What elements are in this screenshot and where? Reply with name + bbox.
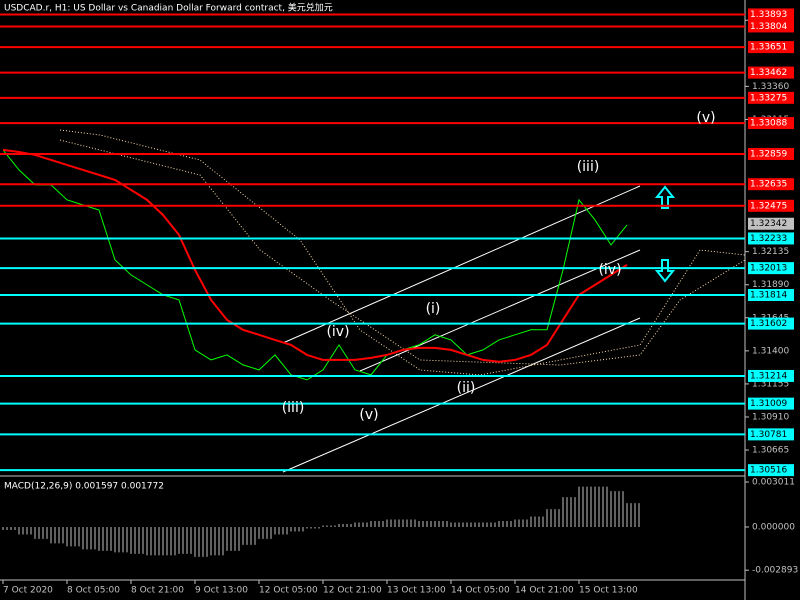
level-box <box>748 232 794 245</box>
level-box <box>748 397 794 410</box>
x-tick-label: 8 Oct 21:00 <box>131 586 184 596</box>
level-box <box>748 288 794 301</box>
level-box <box>748 20 794 33</box>
y-tick-label: 0.003011 <box>752 478 795 488</box>
x-tick-label: 15 Oct 13:00 <box>579 586 638 596</box>
level-label: 1.32233 <box>750 234 787 244</box>
level-box <box>748 117 794 130</box>
level-box <box>748 369 794 382</box>
level-label: 1.33088 <box>750 119 787 129</box>
level-label: 1.32635 <box>750 180 787 190</box>
wave-label: (ii) <box>457 380 476 396</box>
channel-line <box>282 317 641 473</box>
macd-title: MACD(12,26,9) 0.001597 0.001772 <box>4 482 164 492</box>
level-label: 1.33462 <box>750 68 787 78</box>
down-arrow <box>654 259 676 283</box>
wave-label: (iii) <box>577 159 600 175</box>
level-label: 1.31602 <box>750 319 787 329</box>
y-tick-label: 1.32135 <box>752 247 789 257</box>
channel-line <box>282 185 641 344</box>
x-tick-label: 14 Oct 05:00 <box>451 586 510 596</box>
level-box <box>748 317 794 330</box>
y-tick-label: -0.002893 <box>752 566 798 576</box>
last-price-box <box>748 217 794 230</box>
level-label: 1.32859 <box>750 149 787 159</box>
x-tick-label: 14 Oct 21:00 <box>515 586 574 596</box>
level-label: 1.33651 <box>750 43 787 53</box>
level-box <box>748 428 794 441</box>
x-tick-label: 12 Oct 05:00 <box>259 586 318 596</box>
up-arrow <box>654 185 676 209</box>
wave-label: (iv) <box>326 324 349 340</box>
level-box <box>748 41 794 54</box>
level-box <box>748 262 794 275</box>
level-label: 1.32475 <box>750 201 787 211</box>
y-tick-label: 1.31890 <box>752 280 789 290</box>
level-label: 1.31214 <box>750 371 787 381</box>
y-tick-label: 1.31400 <box>752 346 789 356</box>
level-label: 1.33275 <box>750 93 787 103</box>
price-line <box>2 148 628 363</box>
level-label: 1.31814 <box>750 290 787 300</box>
level-box <box>748 147 794 160</box>
y-tick-label: 1.30665 <box>752 446 789 456</box>
x-tick-label: 9 Oct 13:00 <box>195 586 248 596</box>
level-box <box>748 91 794 104</box>
level-label: 1.33804 <box>750 22 787 32</box>
y-tick-label: 1.30910 <box>752 412 789 422</box>
chart-title: USDCAD.r, H1: US Dollar vs Canadian Doll… <box>4 2 333 14</box>
level-label: 1.30516 <box>750 466 787 476</box>
wave-label: (i) <box>426 301 441 317</box>
wave-label: (v) <box>696 110 715 126</box>
wave-label: (iii) <box>282 400 305 416</box>
wave-label: (iv) <box>598 262 621 278</box>
x-tick-label: 8 Oct 05:00 <box>67 586 120 596</box>
level-label: 1.30781 <box>750 430 787 440</box>
level-box <box>748 199 794 212</box>
level-box <box>748 464 794 477</box>
y-tick-label: 0.000000 <box>752 522 795 532</box>
price-line <box>2 149 628 381</box>
x-tick-label: 13 Oct 13:00 <box>387 586 446 596</box>
level-box <box>748 66 794 79</box>
level-label: 1.33893 <box>750 10 787 20</box>
level-box <box>748 8 794 21</box>
x-tick-label: 7 Oct 2020 <box>3 586 53 596</box>
level-label: 1.32013 <box>750 264 787 274</box>
level-label: 1.31009 <box>750 399 787 409</box>
level-box <box>748 178 794 191</box>
y-tick-label: 1.31155 <box>752 379 789 389</box>
channel-line <box>359 249 641 372</box>
x-tick-label: 12 Oct 21:00 <box>323 586 382 596</box>
y-tick-label: 1.33360 <box>752 82 789 92</box>
wave-label: (v) <box>359 407 378 423</box>
last-price-label: 1.32342 <box>750 219 787 229</box>
